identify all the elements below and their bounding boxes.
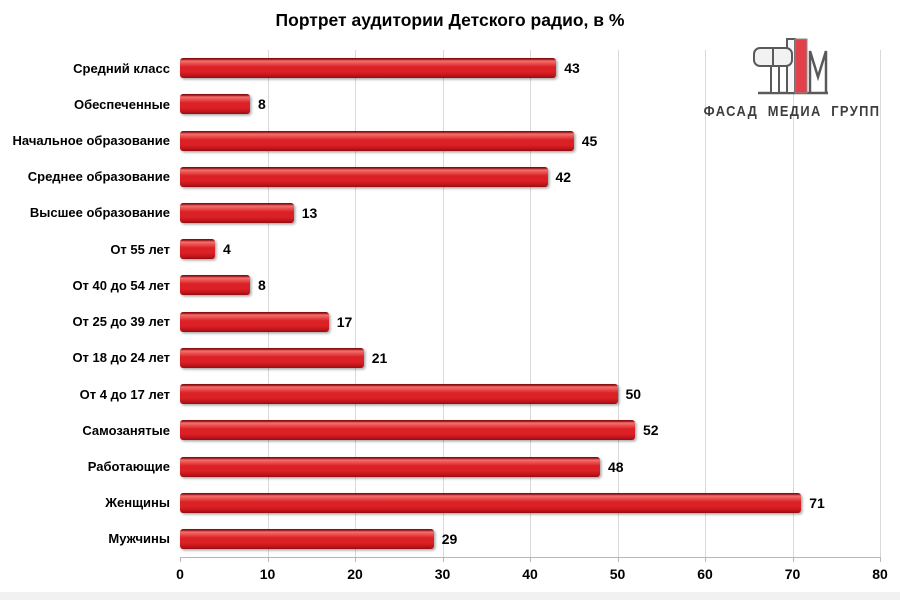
category-label: Работающие <box>87 459 170 475</box>
x-axis-tick-label: 20 <box>347 566 363 582</box>
category-label: От 25 до 39 лет <box>72 314 170 330</box>
bottom-strip <box>0 592 900 600</box>
gridline <box>530 50 531 557</box>
bar-row: 4 <box>180 231 880 267</box>
bar-row: 8 <box>180 86 880 122</box>
bar <box>180 492 802 513</box>
bar <box>180 94 250 115</box>
chart-title: Портрет аудитории Детского радио, в % <box>275 10 625 30</box>
gridline <box>705 50 706 557</box>
bar-row: 13 <box>180 195 880 231</box>
bar-row: 45 <box>180 122 880 158</box>
x-axis-tick <box>442 557 444 562</box>
x-axis-tick <box>180 557 181 562</box>
value-label: 4 <box>223 241 231 258</box>
bar-row: 52 <box>180 412 880 448</box>
bar-row: 29 <box>180 521 880 557</box>
gridline <box>617 50 619 557</box>
bar <box>180 275 250 296</box>
bar-row: 50 <box>180 376 880 412</box>
bar-row: 43 <box>180 50 880 86</box>
x-axis-tick-label: 0 <box>176 566 184 582</box>
category-label: Мужчины <box>108 531 170 547</box>
x-axis-tick-label: 70 <box>784 566 801 582</box>
bar <box>180 311 329 332</box>
category-label: От 40 до 54 лет <box>72 277 170 293</box>
value-label: 52 <box>643 422 659 439</box>
bar-row: 17 <box>180 304 880 340</box>
category-label: От 55 лет <box>110 241 170 257</box>
value-label: 21 <box>371 349 388 366</box>
gridline <box>267 50 269 557</box>
category-label: Женщины <box>105 495 170 511</box>
x-axis-tick-label: 30 <box>434 566 451 582</box>
x-axis-tick-label: 40 <box>522 566 538 582</box>
x-axis-tick-label: 10 <box>259 566 276 582</box>
value-label: 42 <box>555 168 572 185</box>
x-axis-tick <box>705 557 706 562</box>
category-label: От 4 до 17 лет <box>79 386 170 402</box>
bar <box>180 420 635 441</box>
x-axis-tick <box>617 557 619 562</box>
bar <box>180 384 618 405</box>
value-label: 8 <box>258 96 266 113</box>
bar <box>180 202 294 223</box>
category-label: Среднее образование <box>27 169 170 185</box>
x-axis-labels: 0 10 20 30 40 50 60 70 80 <box>176 566 888 586</box>
value-label: 17 <box>336 313 353 330</box>
bar <box>180 456 600 477</box>
fasad-media-logo-icon <box>753 38 828 95</box>
category-labels: Средний класс Обеспеченные Начальное образ… <box>0 50 170 557</box>
bar <box>180 239 215 260</box>
category-label: Обеспеченные <box>73 96 170 112</box>
logo: ФАСАД МЕДИА ГРУПП <box>692 33 892 121</box>
value-label: 8 <box>258 277 266 294</box>
x-axis-tick <box>880 557 881 562</box>
bar <box>180 58 557 79</box>
category-label: Средний класс <box>73 60 170 76</box>
bar <box>180 166 548 187</box>
gridline <box>442 50 444 557</box>
x-axis-tick <box>355 557 356 562</box>
category-label: Высшее образование <box>29 205 170 221</box>
value-label: 13 <box>301 204 318 221</box>
x-axis-tick <box>267 557 269 562</box>
x-axis-tick <box>792 557 794 562</box>
bar-row: 71 <box>180 485 880 521</box>
bar-row: 48 <box>180 448 880 484</box>
category-label: Начальное образование <box>12 133 170 149</box>
gridline <box>880 50 881 557</box>
gridline <box>792 50 794 557</box>
x-axis-tick-label: 80 <box>872 566 888 582</box>
gridline <box>355 50 356 557</box>
value-label: 29 <box>441 530 458 547</box>
bar-row: 21 <box>180 340 880 376</box>
bar-rows: 43 8 45 42 13 4 8 17 21 50 52 48 71 29 <box>180 50 880 557</box>
bar <box>180 347 364 368</box>
value-label: 50 <box>625 386 642 403</box>
plot-area: 43 8 45 42 13 4 8 17 21 50 52 48 71 29 <box>180 50 881 558</box>
value-label: 45 <box>581 132 598 149</box>
x-axis-ticks <box>180 557 881 562</box>
category-label: Самозанятые <box>82 422 170 438</box>
bar-row: 42 <box>180 159 880 195</box>
value-label: 48 <box>608 458 624 475</box>
x-axis-tick <box>530 557 531 562</box>
category-label: От 18 до 24 лет <box>72 350 170 366</box>
x-axis-tick-label: 50 <box>609 566 626 582</box>
bar <box>180 528 434 549</box>
value-label: 43 <box>564 60 580 77</box>
logo-text: ФАСАД МЕДИА ГРУПП <box>703 102 881 120</box>
value-label: 71 <box>809 494 825 511</box>
bar-row: 8 <box>180 267 880 303</box>
bar <box>180 130 574 151</box>
x-axis-tick-label: 60 <box>697 566 713 582</box>
